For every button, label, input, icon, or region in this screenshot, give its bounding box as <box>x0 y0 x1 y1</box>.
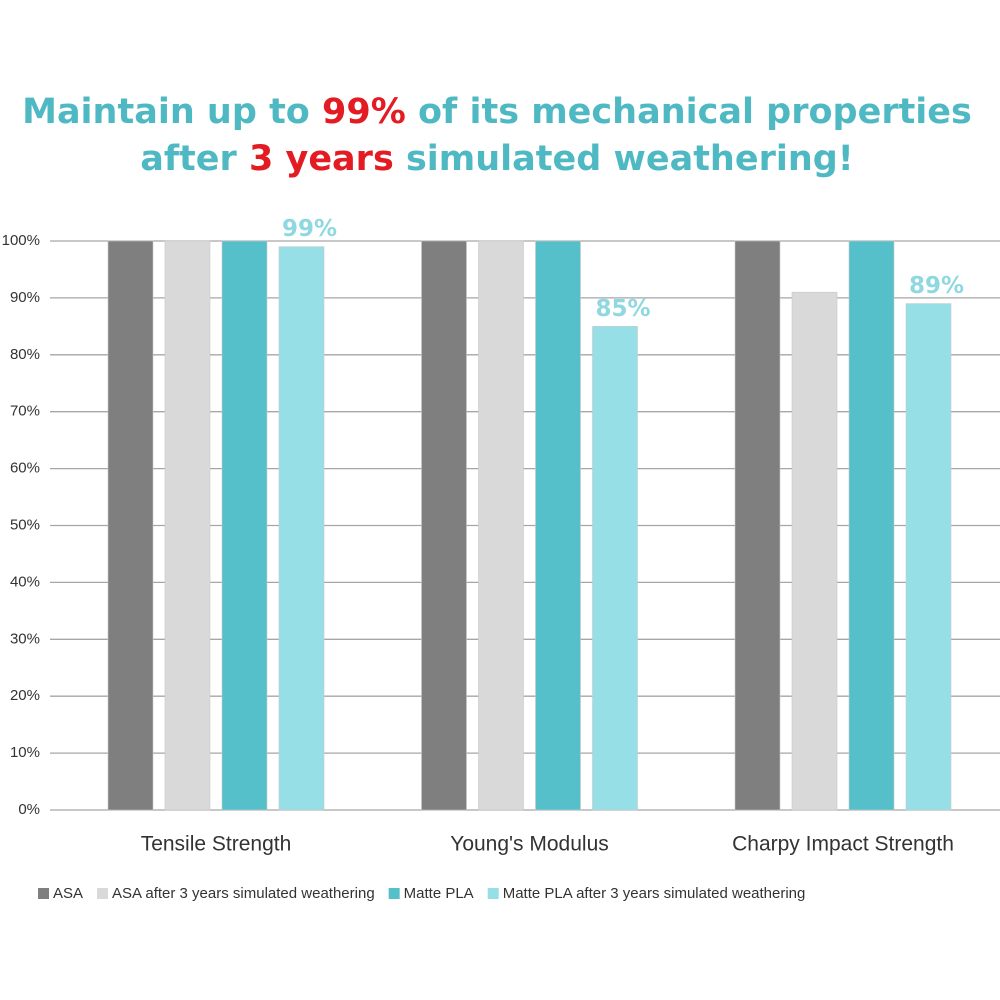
y-tick-label: 40% <box>10 573 40 590</box>
title-segment: Maintain up to <box>22 92 322 132</box>
legend-swatch <box>97 888 109 899</box>
legend-label: ASA after 3 years simulated weathering <box>112 885 375 902</box>
y-tick-label: 20% <box>10 687 40 704</box>
bar <box>478 240 524 811</box>
chart-title: after 3 years simulated weathering! <box>140 139 854 179</box>
value-label: 85% <box>595 296 650 322</box>
x-tick-label: Tensile Strength <box>141 833 292 856</box>
legend-swatch <box>487 888 499 899</box>
bar <box>107 240 154 811</box>
value-label: 89% <box>909 273 964 299</box>
y-tick-label: 100% <box>2 232 40 249</box>
bar <box>848 240 895 811</box>
chart-title: Maintain up to 99% of its mechanical pro… <box>22 92 972 132</box>
title-segment: of its mechanical properties <box>406 92 972 132</box>
bar <box>421 240 467 811</box>
bar <box>278 246 325 811</box>
x-tick-label: Young's Modulus <box>450 833 609 856</box>
bar <box>905 303 952 811</box>
bar <box>734 240 781 811</box>
title-segment: after <box>140 139 249 179</box>
y-tick-label: 60% <box>10 460 40 477</box>
x-tick-label: Charpy Impact Strength <box>732 833 954 856</box>
title-segment: 99% <box>322 92 406 132</box>
bar <box>592 326 638 811</box>
y-tick-label: 90% <box>10 289 40 306</box>
bar <box>791 291 838 811</box>
legend-swatch <box>388 888 400 899</box>
bar <box>164 240 211 811</box>
y-tick-label: 10% <box>10 744 40 761</box>
y-tick-label: 0% <box>18 801 40 818</box>
y-tick-label: 50% <box>10 516 40 533</box>
value-label: 99% <box>282 216 337 242</box>
title-segment: simulated weathering! <box>394 139 854 179</box>
y-tick-label: 80% <box>10 346 40 363</box>
legend-swatch <box>38 888 49 899</box>
y-tick-label: 30% <box>10 630 40 647</box>
title-segment: 3 years <box>249 139 394 179</box>
y-tick-label: 70% <box>10 403 40 420</box>
legend-label: ASA <box>53 885 83 902</box>
legend-label: Matte PLA <box>404 885 474 902</box>
bar <box>535 240 581 811</box>
legend-label: Matte PLA after 3 years simulated weathe… <box>503 885 806 902</box>
bar <box>221 240 268 811</box>
